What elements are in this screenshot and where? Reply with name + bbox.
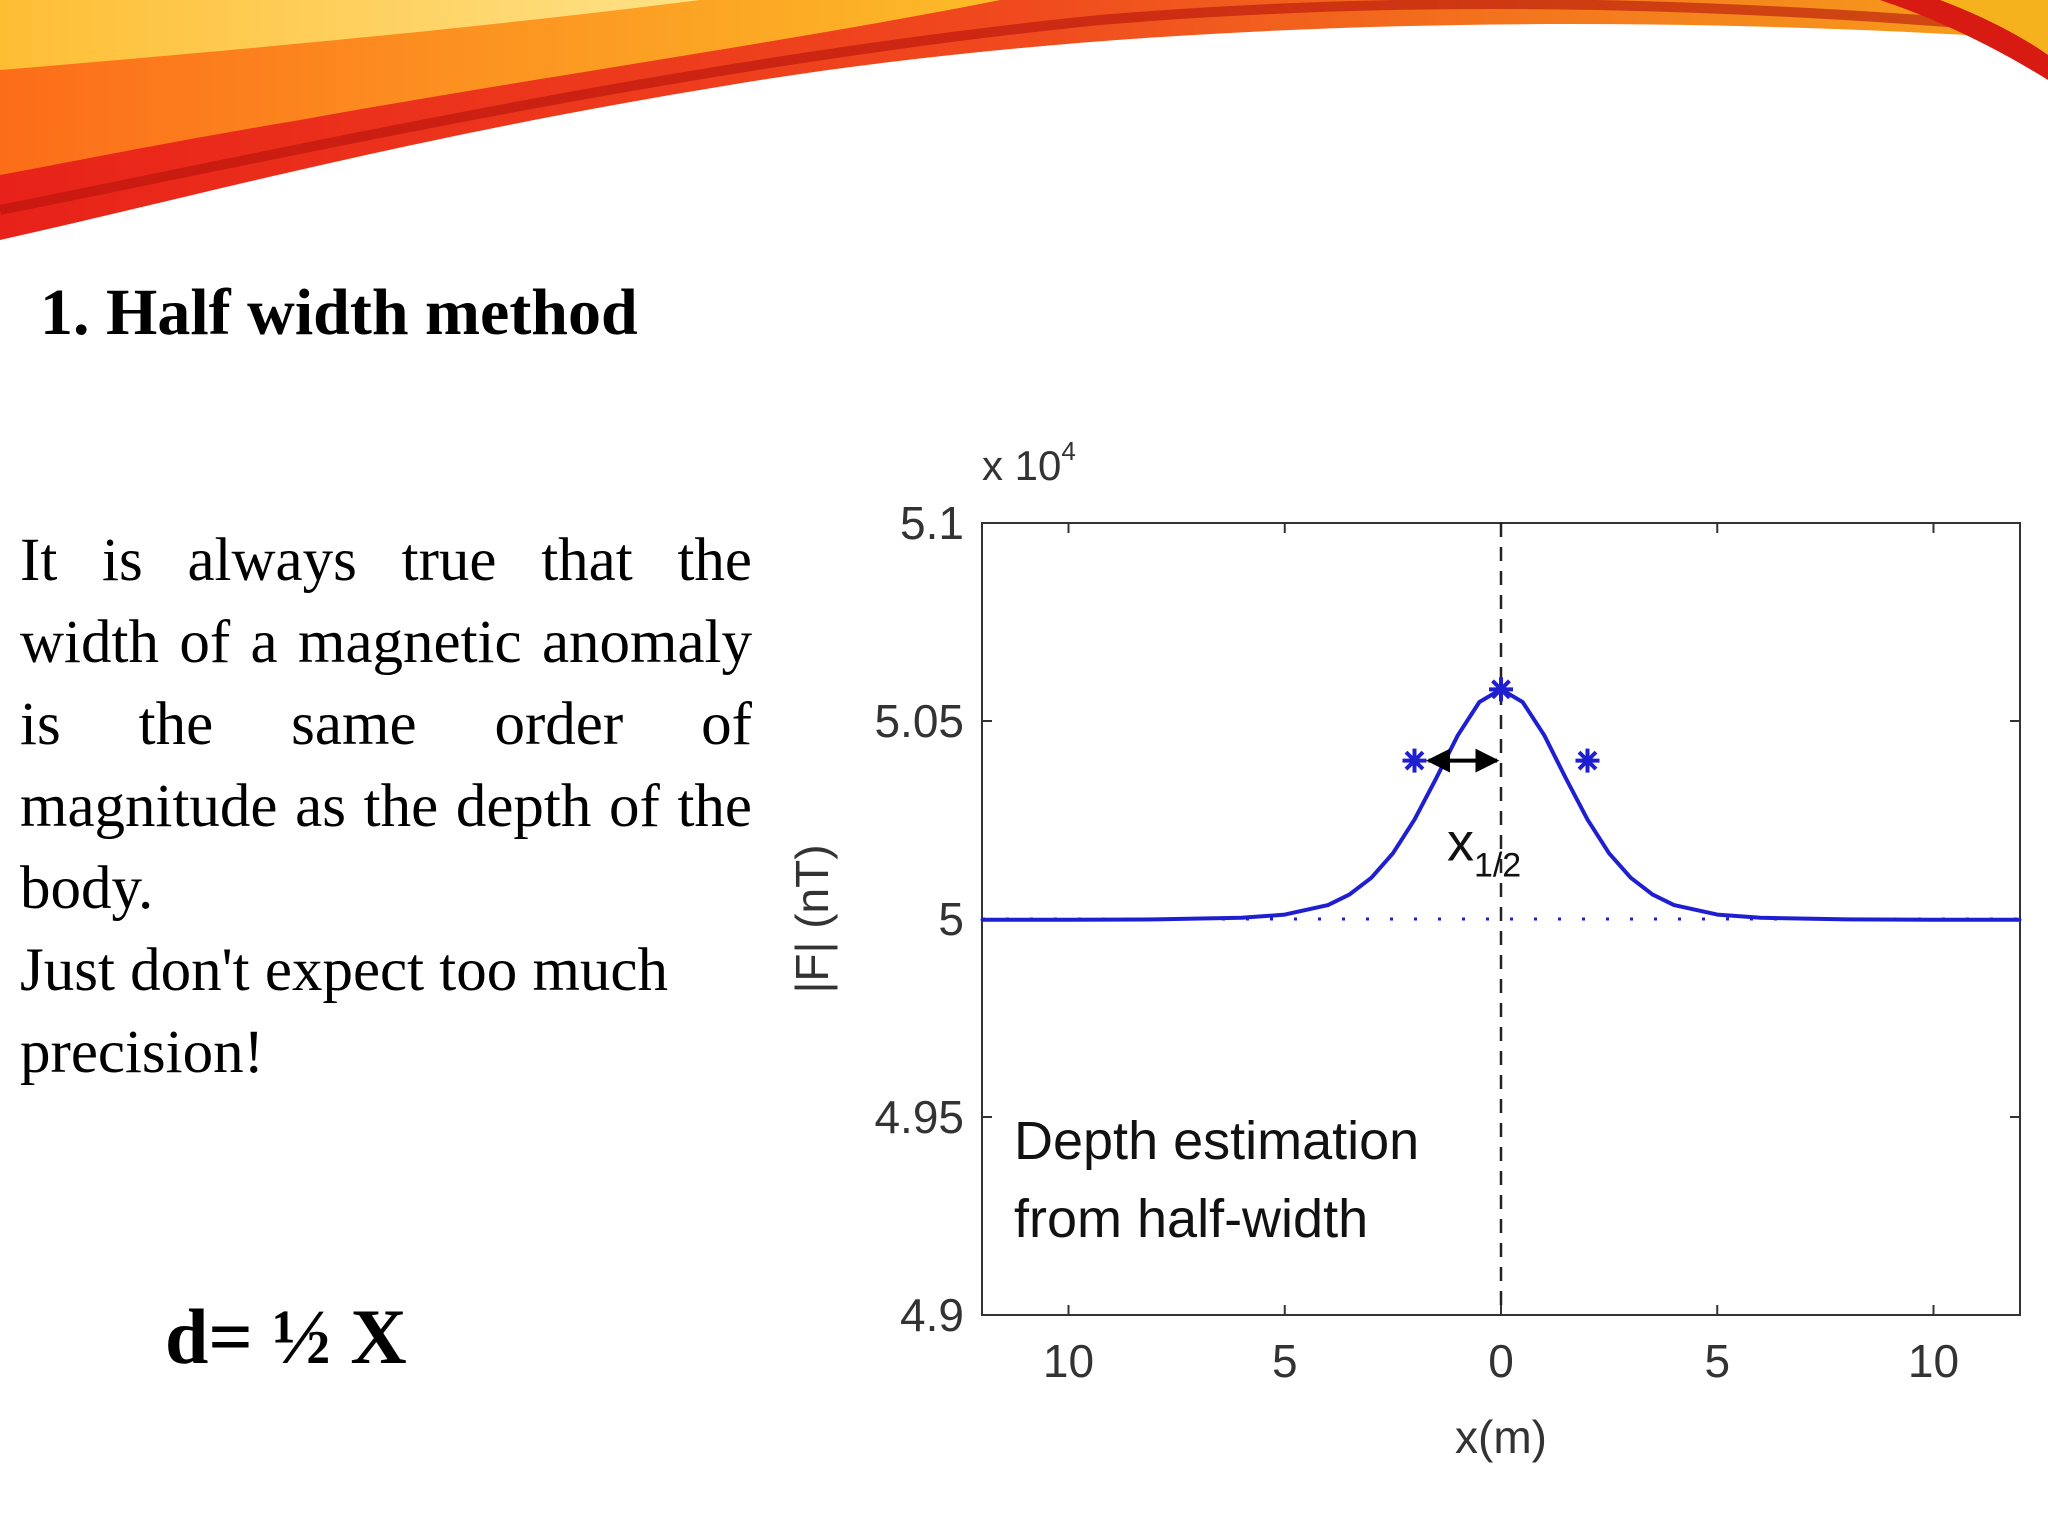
data-point [1326,903,1330,907]
data-point [1413,818,1416,822]
body-text: It is always true that the width of a ma… [20,520,752,1094]
data-point [1564,776,1568,780]
star-marker-stroke [1491,679,1511,700]
depth-estimation-note: from half-width [1014,1189,1368,1249]
half-width-label-subscript: 1/2 [1474,847,1521,885]
data-point [1672,903,1676,907]
star-marker-stroke [1577,750,1598,771]
y-multiplier-base: x 10 [982,442,1061,489]
marked-points [1402,677,1600,773]
data-point [1607,851,1611,855]
data-point [1845,917,1849,921]
data-point [1477,700,1481,704]
x-tick-label: 10 [1908,1335,1959,1387]
data-point [1240,916,1243,920]
star-marker [1402,748,1427,773]
data-point [1283,913,1287,917]
svg-text:x 104: x 104 [982,436,1076,489]
depth-estimation-note: Depth estimation [1014,1111,1419,1171]
y-multiplier: x 104 [982,436,1076,489]
data-point [1434,776,1438,780]
x-tick-label: 0 [1488,1335,1514,1387]
depth-formula: d= ½ X [165,1293,407,1380]
y-axis-label: |F| (nT) [786,844,838,993]
x-tick-label: 5 [1272,1335,1298,1387]
half-width-label-main: x [1447,813,1474,873]
y-tick-label: 4.9 [900,1289,964,1341]
x-axis-label: x(m) [1455,1411,1547,1463]
star-marker-stroke [1404,750,1425,771]
body-paragraph: Just don't expect too much precision! [20,937,669,1086]
star-marker [1575,748,1600,773]
data-point [1067,918,1070,922]
x-tick-label: 10 [1043,1335,1094,1387]
data-point [2018,918,2022,922]
y-tick-label: 5 [938,893,964,945]
data-point [1456,733,1460,737]
data-point [1932,918,1935,922]
axis-ticks: 10 5 0 5 10 4.9 4.95 5 5.05 5.1 [874,497,2020,1387]
y-tick-label: 4.95 [874,1091,964,1143]
body-paragraph: It is always true that the width of a ma… [20,527,752,922]
magnetic-anomaly-chart: x 104 10 5 0 5 10 4.9 4.95 5 5.05 5.1 x1/2 Depth e… [786,436,2022,1463]
data-point [1391,851,1395,855]
data-point [1586,818,1589,822]
data-point [1348,892,1352,896]
data-point [1650,892,1654,896]
annotations: x1/2 Depth estimation from half-width [1014,748,1521,1249]
x-tick-label: 5 [1704,1335,1730,1387]
data-point [1759,916,1762,920]
data-point [1153,917,1157,921]
data-point [1542,733,1546,737]
half-width-label: x1/2 [1447,813,1521,885]
star-marker [1489,677,1513,702]
decorative-banner [0,0,2048,240]
data-point [1369,876,1373,880]
data-point [1715,913,1719,917]
slide-title: 1. Half width method [40,276,638,349]
data-point [980,918,984,922]
data-point [1629,876,1633,880]
y-multiplier-exponent: 4 [1061,436,1075,466]
y-tick-label: 5.05 [874,695,964,747]
y-tick-label: 5.1 [900,497,964,549]
data-point [1521,700,1525,704]
